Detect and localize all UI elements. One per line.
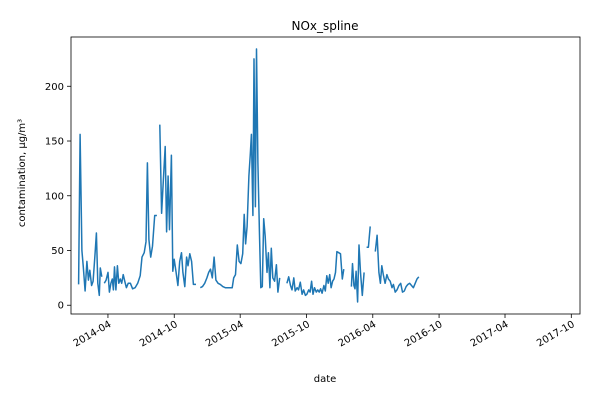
y-axis-label: contamination, µg/m³ — [17, 119, 28, 227]
series-line-segment — [103, 162, 157, 293]
x-axis-label: date — [314, 374, 337, 385]
plot-frame — [70, 36, 581, 315]
series-line-segment — [366, 226, 371, 248]
series-line-segment — [286, 250, 345, 297]
series-line-segment — [159, 124, 196, 288]
series-line-segment — [350, 244, 365, 303]
series-line-segment — [374, 234, 420, 293]
y-tick-label: 100 — [45, 191, 64, 202]
plot-area — [77, 48, 420, 303]
y-tick-label: 50 — [51, 246, 64, 257]
y-axis: 0 50 100 150 200 — [45, 82, 71, 312]
y-tick-label: 200 — [45, 82, 64, 93]
series-line-segment — [77, 133, 103, 297]
chart-title: NOx_spline — [291, 19, 358, 33]
series-line-segment — [199, 48, 281, 293]
y-tick-label: 0 — [58, 301, 64, 312]
y-tick-label: 150 — [45, 137, 64, 148]
